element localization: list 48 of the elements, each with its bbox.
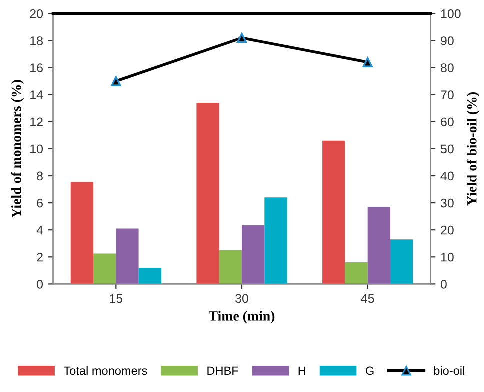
y2-tick-label: 70 xyxy=(441,90,454,100)
bar xyxy=(345,262,368,284)
y-tick-label: 6 xyxy=(37,198,43,208)
y2-tick-label: 20 xyxy=(441,226,454,235)
point xyxy=(111,76,122,86)
y-tick-label: 16 xyxy=(30,64,43,72)
y-tick-label: 12 xyxy=(30,118,43,126)
bar xyxy=(116,228,139,284)
bar xyxy=(368,207,390,284)
y2-tick-label: 30 xyxy=(440,198,454,208)
y2-axis-title: Yield of bio-oil (%) xyxy=(466,92,480,206)
y-tick-label: 2 xyxy=(37,252,43,262)
bar xyxy=(219,250,242,284)
x-tick-label: 15 xyxy=(110,294,123,304)
y-tick-label: 20 xyxy=(30,10,44,18)
x-tick-label: 30 xyxy=(236,294,248,304)
bar xyxy=(322,140,346,284)
legend-label: G xyxy=(366,366,374,376)
bar xyxy=(70,182,94,284)
y-tick-label: 14 xyxy=(30,90,44,100)
bar xyxy=(94,254,116,284)
y2-tick-label: 90 xyxy=(441,36,454,46)
y-tick-label: 18 xyxy=(30,36,43,46)
y2-tick-label: 40 xyxy=(440,172,454,181)
y-tick-label: 8 xyxy=(37,172,43,181)
y2-tick-label: 80 xyxy=(441,64,454,72)
bar xyxy=(264,198,288,284)
bar xyxy=(138,268,162,284)
x-axis-title: Time (min) xyxy=(208,311,275,324)
y2-tick-label: 100 xyxy=(441,10,461,18)
bar xyxy=(390,240,414,284)
y2-tick-label: 60 xyxy=(441,118,454,127)
y-tick-label: 4 xyxy=(36,226,44,235)
point xyxy=(362,57,373,68)
legend-label: bio-oil xyxy=(434,366,464,376)
y2-tick-label: 50 xyxy=(440,144,454,154)
legend-label: H xyxy=(298,366,306,376)
point xyxy=(237,33,247,44)
y2-tick-label: 10 xyxy=(441,252,454,262)
legend-label: Total monomers xyxy=(64,366,148,376)
bar xyxy=(242,225,265,284)
bar xyxy=(196,102,220,284)
y-tick-label: 10 xyxy=(30,144,44,154)
y-tick-label: 0 xyxy=(37,280,44,289)
x-tick-label: 45 xyxy=(361,294,374,304)
legend-label: DHBF xyxy=(208,366,238,376)
y-axis-title: Yield of monomers (%) xyxy=(11,80,24,218)
y2-tick-label: 0 xyxy=(440,280,447,289)
